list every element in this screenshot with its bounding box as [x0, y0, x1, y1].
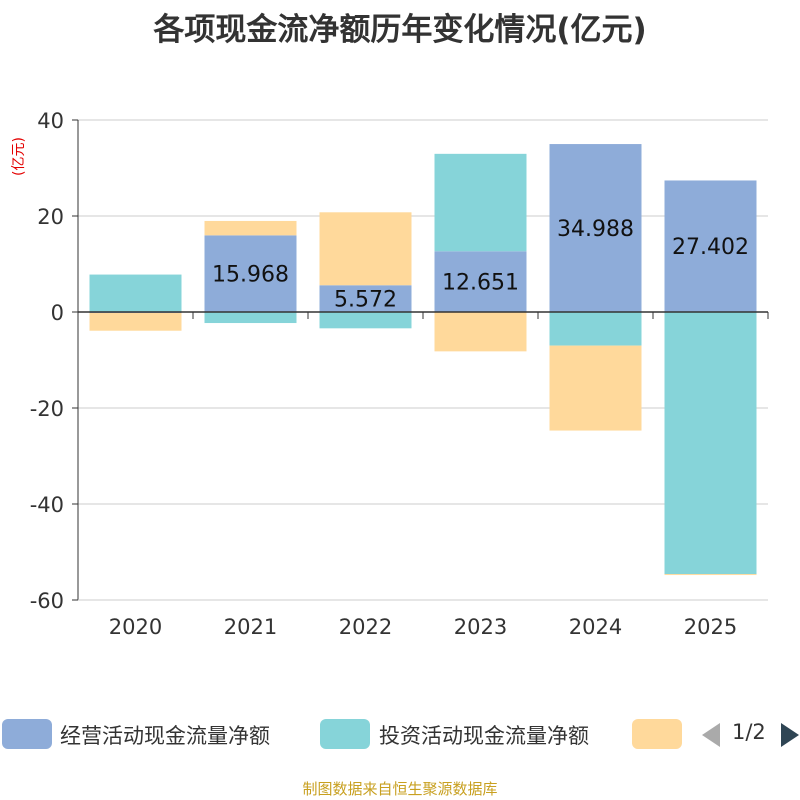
legend-page-indicator: 1/2 — [732, 720, 766, 744]
y-tick-label: -20 — [30, 397, 64, 421]
bar-segment-financing — [434, 312, 527, 352]
axis-layer: 40 20 0 -20 -40 -60 2020 2021 2022 2023 2024 2025 — [30, 109, 769, 639]
bar-segment-investing — [664, 312, 757, 575]
data-source-note: 制图数据来自恒生聚源数据库 — [302, 780, 498, 798]
x-tick-label: 2022 — [339, 615, 392, 639]
bar-segment-investing — [89, 274, 182, 312]
x-tick-label: 2024 — [569, 615, 622, 639]
legend-next-page-icon[interactable] — [779, 722, 800, 748]
y-tick-label: 20 — [37, 205, 64, 229]
bar-segment-financing — [664, 574, 757, 576]
x-tick-label: 2020 — [109, 615, 162, 639]
label-layer: 15.968 5.572 12.651 34.988 27.402 — [212, 217, 749, 313]
data-label-operating: 27.402 — [672, 235, 749, 260]
bar-segment-investing — [319, 312, 412, 329]
chart-area: 40 20 0 -20 -40 -60 2020 2021 2022 2023 2024 2025 1… — [30, 109, 769, 639]
bar-segment-financing — [319, 212, 412, 286]
grid-layer — [78, 119, 768, 601]
x-tick-label: 2021 — [224, 615, 277, 639]
y-tick-label: 40 — [37, 109, 64, 133]
legend-prev-page-icon[interactable] — [700, 722, 722, 748]
legend-swatch-financing[interactable] — [632, 719, 682, 749]
y-tick-label: -40 — [30, 493, 64, 517]
y-tick-label: 0 — [51, 301, 64, 325]
legend-swatch-investing[interactable] — [320, 719, 370, 749]
chart-title: 各项现金流净额历年变化情况(亿元) — [153, 12, 647, 48]
bar-segment-operating — [664, 180, 757, 312]
bar-segment-operating — [204, 235, 297, 312]
data-label-operating: 5.572 — [334, 288, 397, 313]
bar-segment-operating — [319, 285, 412, 312]
bar-segment-financing — [204, 220, 297, 236]
x-tick-label: 2023 — [454, 615, 507, 639]
y-tick-label: -60 — [30, 589, 64, 613]
bar-segment-investing — [549, 312, 642, 346]
bar-segment-operating — [434, 251, 527, 312]
bar-segment-operating — [549, 144, 642, 312]
data-label-operating: 12.651 — [442, 271, 519, 296]
legend-swatch-operating[interactable] — [2, 719, 52, 749]
bar-segment-financing — [549, 345, 642, 431]
bar-segment-investing — [434, 153, 527, 252]
x-tick-label: 2025 — [684, 615, 737, 639]
data-label-operating: 34.988 — [557, 217, 634, 242]
bar-segment-investing — [204, 312, 297, 324]
legend-label-investing[interactable]: 投资活动现金流量净额 — [379, 724, 589, 748]
bar-segment-financing — [89, 312, 182, 331]
legend-label-operating[interactable]: 经营活动现金流量净额 — [60, 724, 270, 748]
data-label-operating: 15.968 — [212, 263, 289, 288]
bar-layer — [89, 144, 757, 576]
